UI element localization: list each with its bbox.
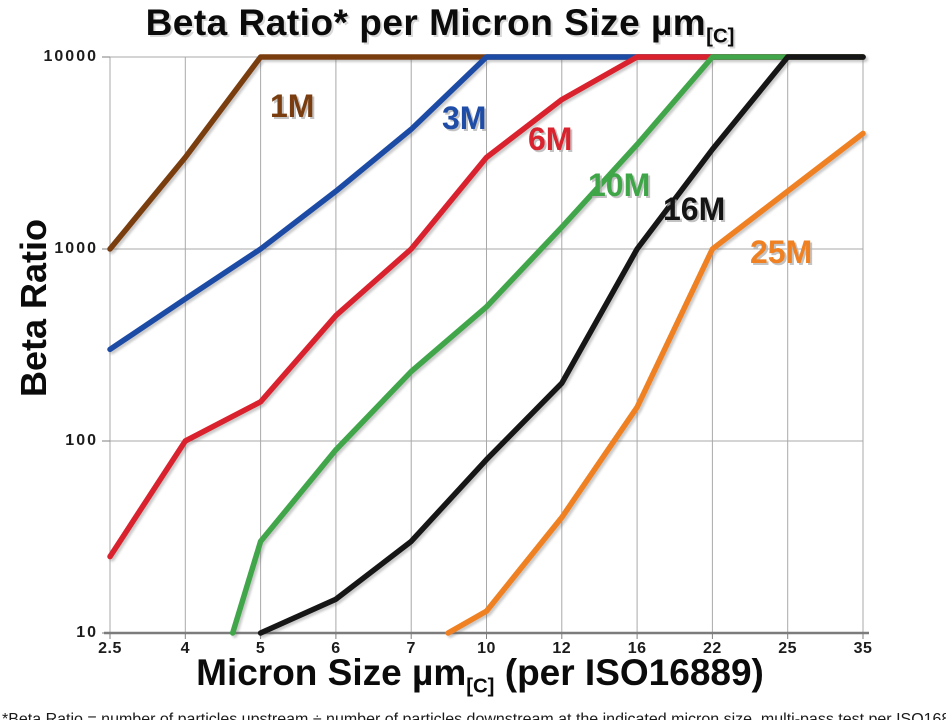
x-tick-label: 12 (552, 640, 572, 657)
x-tick-label: 35 (853, 640, 873, 657)
series-line-16M (257, 54, 866, 636)
chart-title-subscript: [C] (706, 25, 735, 48)
x-tick-label: 6 (331, 640, 341, 657)
chart-title: Beta Ratio* per Micron Size µm[C] (0, 2, 880, 49)
x-tick-label: 5 (255, 640, 266, 657)
chart-title-text: Beta Ratio* per Micron Size µm (145, 2, 707, 43)
x-tick-label: 4 (180, 640, 190, 657)
x-tick-label: 22 (702, 640, 722, 657)
series-label-16M: 16M (663, 191, 726, 227)
x-axis-title: Micron Size µm[C] (per ISO16889) (100, 652, 860, 699)
y-tick-label: 10000 (43, 48, 98, 65)
series-label-1M: 1M (270, 88, 315, 124)
series-line-25M (445, 130, 866, 636)
x-axis-title-suffix: (per ISO16889) (494, 652, 764, 693)
series-line-10M (229, 54, 866, 636)
x-tick-label: 2.5 (98, 640, 122, 657)
y-tick-label: 1000 (54, 240, 98, 257)
x-tick-label: 16 (627, 640, 647, 657)
series-label-3M: 3M (442, 100, 487, 136)
y-tick-label: 10 (76, 624, 98, 641)
footnote-clipped: *Beta Ratio = number of particles upstre… (2, 711, 946, 720)
series-label-25M: 25M (750, 234, 813, 270)
x-tick-label: 10 (477, 640, 496, 657)
x-axis-title-subscript: [C] (466, 675, 495, 698)
y-tick-label: 100 (65, 432, 98, 449)
series-label-6M: 6M (528, 121, 573, 157)
series-label-10M: 10M (588, 167, 651, 203)
y-axis-title: Beta Ratio (13, 218, 54, 398)
x-tick-label: 25 (778, 640, 798, 657)
x-tick-label: 7 (406, 640, 416, 657)
x-axis-title-text: Micron Size µm (196, 652, 467, 693)
